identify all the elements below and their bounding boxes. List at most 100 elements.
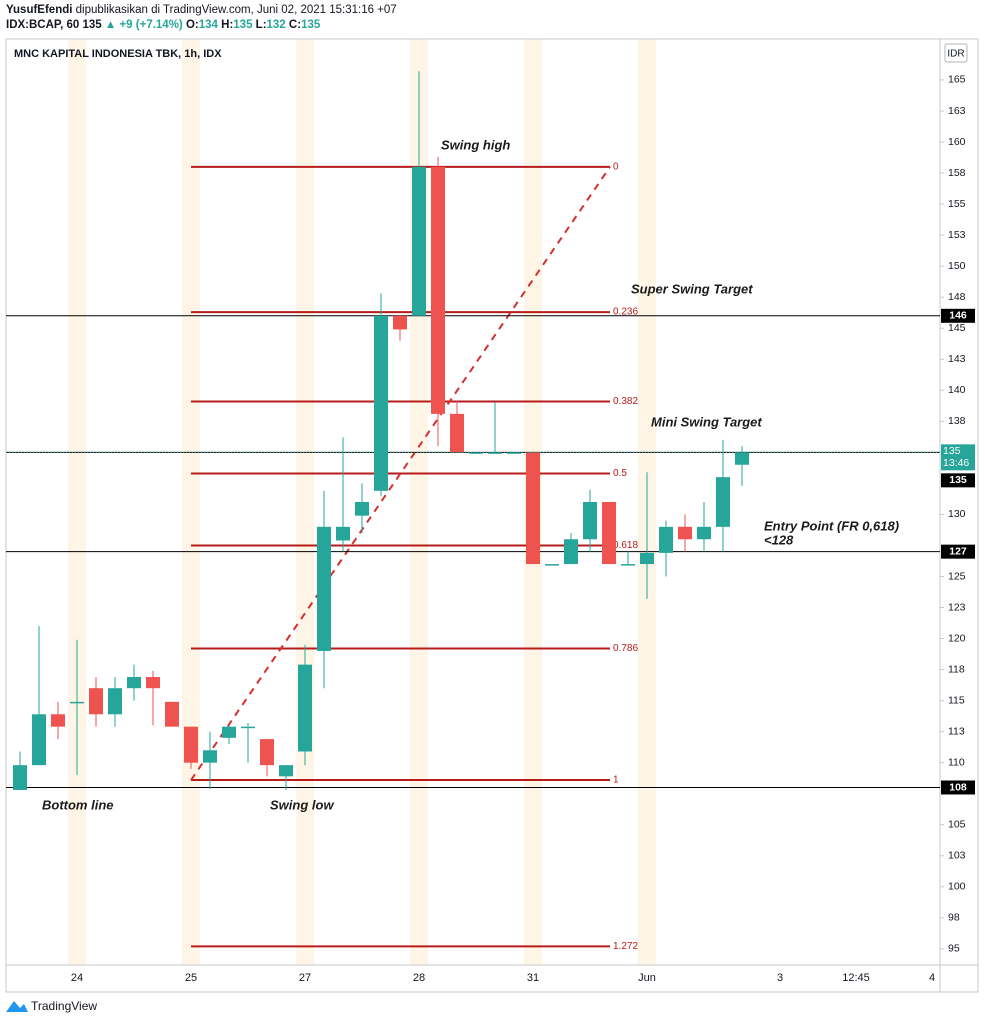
candle-body [583,502,597,540]
candle-body [165,701,179,727]
candle-body [279,765,293,777]
x-tick-label: 25 [185,972,197,984]
fib-label: 1 [613,775,619,786]
candle-body [716,477,730,527]
candle-body [374,315,388,491]
x-tick-label: 12:45 [842,972,870,984]
candle-body [564,539,578,565]
y-tick-label: 120 [948,632,966,644]
ohlc-value: 134 [198,19,218,31]
annotation: Entry Point (FR 0,618) [764,518,899,533]
x-tick-label: 27 [299,972,311,984]
candle-body [222,726,236,738]
candle-body [184,726,198,763]
ohlc-key: C: [288,19,302,31]
candle-body [336,526,350,541]
y-tick-label: 105 [948,819,966,831]
fib-label: 0.5 [613,468,627,479]
candle-body [431,166,445,414]
x-tick-label: 28 [413,972,425,984]
candle-body [488,452,502,454]
x-tick-label: 31 [527,972,539,984]
fib-label: 0.618 [613,540,638,551]
candle-body [203,750,217,763]
fib-label: 0.236 [613,307,638,318]
header-line-1: YusufEfendi dipublikasikan di TradingVie… [6,4,397,16]
y-tick-label: 140 [948,384,966,396]
candle-body [735,452,749,465]
y-tick-label: 138 [948,415,966,427]
y-tick-label: 155 [948,198,966,210]
candle-body [241,726,255,729]
x-tick-label: 24 [71,972,83,984]
candle-body [507,452,521,454]
candle-body [108,688,122,715]
fib-label: 0.382 [613,396,638,407]
footer-logo [6,1001,28,1012]
candle-body [127,677,141,689]
candle-body [621,564,635,566]
candle-body [545,564,559,566]
price-label: 135 [949,474,967,486]
candle-body [51,714,65,727]
x-tick-label: 4 [929,972,935,984]
candle-body [89,688,103,715]
y-tick-label: 165 [948,74,966,86]
session-band [68,39,86,965]
y-tick-label: 153 [948,229,966,241]
y-tick-label: 130 [948,508,966,520]
y-tick-label: 123 [948,601,966,613]
y-tick-label: 125 [948,570,966,582]
x-tick-label: 3 [777,972,783,984]
candle-body [602,502,616,565]
candle-body [412,166,426,316]
candle-body [469,452,483,454]
candle-body [298,664,312,752]
price-label: 108 [949,781,967,793]
y-tick-label: 95 [948,943,960,955]
annotation: Swing low [270,797,334,812]
candle-body [659,526,673,553]
currency: IDR [947,49,964,60]
candle-body [640,552,654,565]
y-tick-label: 98 [948,912,960,924]
y-tick-label: 150 [948,260,966,272]
y-tick-label: 145 [948,322,966,334]
candle-body [317,526,331,651]
countdown: 13:46 [943,457,969,469]
price-label-box [941,308,975,323]
published: dipublikasikan di TradingView.com, Juni … [75,4,397,16]
session-band [182,39,200,965]
candle-body [32,714,46,766]
ohlc-key: O: [185,19,199,31]
y-tick-label: 160 [948,136,966,148]
ohlc-value: 132 [266,19,286,31]
last-price-label: 135 [943,445,961,457]
y-tick-label: 118 [948,663,965,675]
author: YusufEfendi [6,4,73,16]
annotation: Mini Swing Target [651,414,762,429]
y-tick-label: 113 [948,725,965,737]
candle-body [526,452,540,565]
y-tick-label: 103 [948,850,966,862]
price-label-box [941,544,975,559]
candle-body [260,739,274,766]
last: 135 [82,19,102,31]
annotation: <128 [764,532,794,547]
ohlc-value: 135 [233,19,253,31]
change: ▲ +9 (+7.14%) [104,19,183,31]
ohlc-value: 135 [301,19,321,31]
chart-frame [5,38,979,993]
session-band [296,39,314,965]
chart-title: MNC KAPITAL INDONESIA TBK, 1h, IDX [14,48,222,60]
ohlc-key: L: [255,19,267,31]
annotation: Super Swing Target [631,281,753,296]
price-label: 127 [949,545,967,557]
footer-brand: TradingView [31,999,97,1013]
fib-label: 0.786 [613,643,638,654]
price-label-box [941,780,975,795]
fib-label: 1.272 [613,941,638,952]
y-tick-label: 115 [948,694,965,706]
